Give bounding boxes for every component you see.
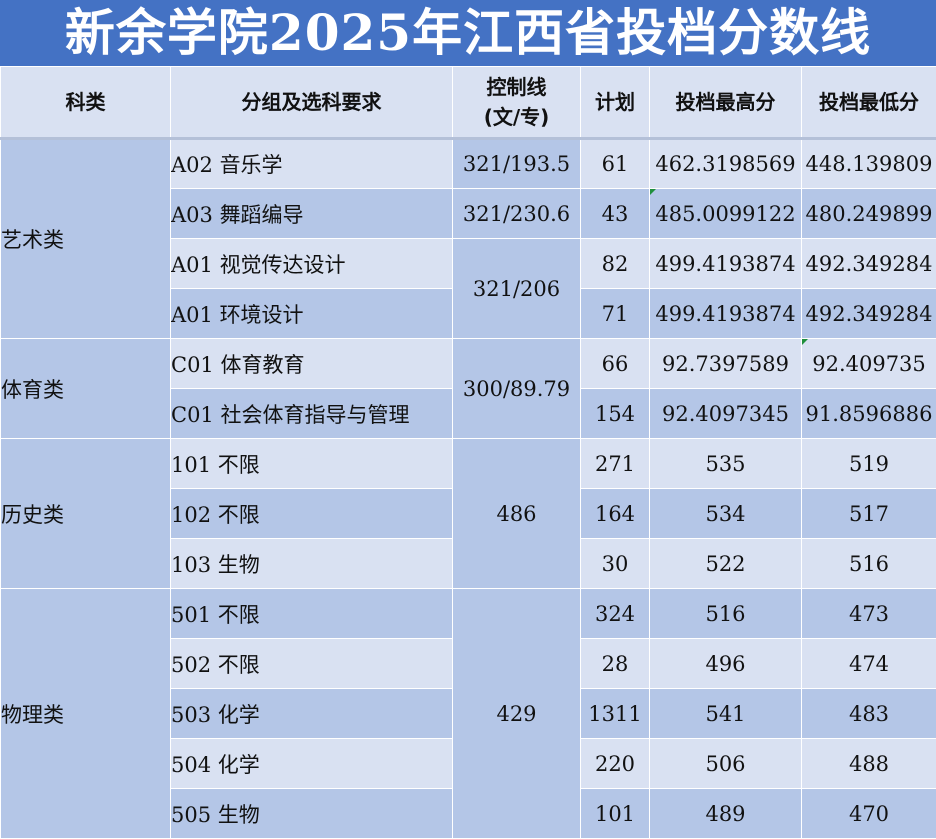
min-score-cell: 480.249899 [802, 189, 936, 239]
category-cell: 艺术类 [1, 139, 171, 339]
plan-cell: 154 [581, 389, 650, 439]
group-cell: C01 体育教育 [171, 339, 453, 389]
max-score-cell: 496 [650, 639, 802, 689]
header-plan: 计划 [581, 67, 650, 139]
max-score-cell: 541 [650, 689, 802, 739]
group-cell: C01 社会体育指导与管理 [171, 389, 453, 439]
header-control-line-title: 控制线 [487, 75, 547, 99]
plan-cell: 101 [581, 789, 650, 839]
plan-cell: 66 [581, 339, 650, 389]
control-line-cell: 321/230.6 [453, 189, 581, 239]
group-cell: 103 生物 [171, 539, 453, 589]
group-cell: 102 不限 [171, 489, 453, 539]
plan-cell: 1311 [581, 689, 650, 739]
min-score-cell: 91.8596886 [802, 389, 936, 439]
max-score-cell: 462.3198569 [650, 139, 802, 189]
header-control-line-sub: (文/专) [484, 105, 550, 129]
group-cell: A01 环境设计 [171, 289, 453, 339]
table-row: 艺术类 A02 音乐学 321/193.5 61 462.3198569 448… [1, 139, 936, 189]
group-cell: 101 不限 [171, 439, 453, 489]
table-row: 体育类 C01 体育教育 300/89.79 66 92.7397589 92.… [1, 339, 936, 389]
min-score-cell: 488 [802, 739, 936, 789]
header-min-score: 投档最低分 [802, 67, 936, 139]
max-score-cell: 499.4193874 [650, 289, 802, 339]
control-line-cell: 429 [453, 589, 581, 839]
group-cell: 501 不限 [171, 589, 453, 639]
min-score-cell: 470 [802, 789, 936, 839]
plan-cell: 324 [581, 589, 650, 639]
control-line-cell: 321/206 [453, 239, 581, 339]
category-cell: 历史类 [1, 439, 171, 589]
group-cell: A03 舞蹈编导 [171, 189, 453, 239]
group-cell: 505 生物 [171, 789, 453, 839]
plan-cell: 71 [581, 289, 650, 339]
group-cell: 502 不限 [171, 639, 453, 689]
category-cell: 体育类 [1, 339, 171, 439]
max-score-cell: 92.4097345 [650, 389, 802, 439]
score-table: 科类 分组及选科要求 控制线 (文/专) 计划 投档最高分 投档最低分 艺术类 A… [0, 66, 936, 839]
table-row: 物理类 501 不限 429 324 516 473 [1, 589, 936, 639]
control-line-cell: 321/193.5 [453, 139, 581, 189]
page-title: 新余学院2025年江西省投档分数线 [0, 0, 936, 66]
min-score-cell: 448.139809 [802, 139, 936, 189]
max-score-cell: 516 [650, 589, 802, 639]
group-cell: A02 音乐学 [171, 139, 453, 189]
min-score-cell: 474 [802, 639, 936, 689]
category-cell: 物理类 [1, 589, 171, 839]
group-cell: A01 视觉传达设计 [171, 239, 453, 289]
header-control-line: 控制线 (文/专) [453, 67, 581, 139]
max-score-cell: 485.0099122 [650, 189, 802, 239]
min-score-cell: 517 [802, 489, 936, 539]
max-score-cell: 489 [650, 789, 802, 839]
max-score-cell: 534 [650, 489, 802, 539]
header-category: 科类 [1, 67, 171, 139]
control-line-cell: 486 [453, 439, 581, 589]
min-score-cell: 519 [802, 439, 936, 489]
control-line-cell: 300/89.79 [453, 339, 581, 439]
plan-cell: 82 [581, 239, 650, 289]
group-cell: 503 化学 [171, 689, 453, 739]
plan-cell: 271 [581, 439, 650, 489]
table-row: 历史类 101 不限 486 271 535 519 [1, 439, 936, 489]
min-score-cell: 516 [802, 539, 936, 589]
max-score-cell: 499.4193874 [650, 239, 802, 289]
min-score-cell: 473 [802, 589, 936, 639]
plan-cell: 220 [581, 739, 650, 789]
header-group: 分组及选科要求 [171, 67, 453, 139]
group-cell: 504 化学 [171, 739, 453, 789]
min-score-cell: 483 [802, 689, 936, 739]
plan-cell: 28 [581, 639, 650, 689]
min-score-cell: 492.349284 [802, 289, 936, 339]
plan-cell: 61 [581, 139, 650, 189]
max-score-cell: 535 [650, 439, 802, 489]
header-max-score: 投档最高分 [650, 67, 802, 139]
min-score-cell: 492.349284 [802, 239, 936, 289]
max-score-cell: 506 [650, 739, 802, 789]
max-score-cell: 522 [650, 539, 802, 589]
plan-cell: 30 [581, 539, 650, 589]
min-score-cell: 92.409735 [802, 339, 936, 389]
max-score-cell: 92.7397589 [650, 339, 802, 389]
table-header-row: 科类 分组及选科要求 控制线 (文/专) 计划 投档最高分 投档最低分 [1, 67, 936, 139]
plan-cell: 43 [581, 189, 650, 239]
plan-cell: 164 [581, 489, 650, 539]
